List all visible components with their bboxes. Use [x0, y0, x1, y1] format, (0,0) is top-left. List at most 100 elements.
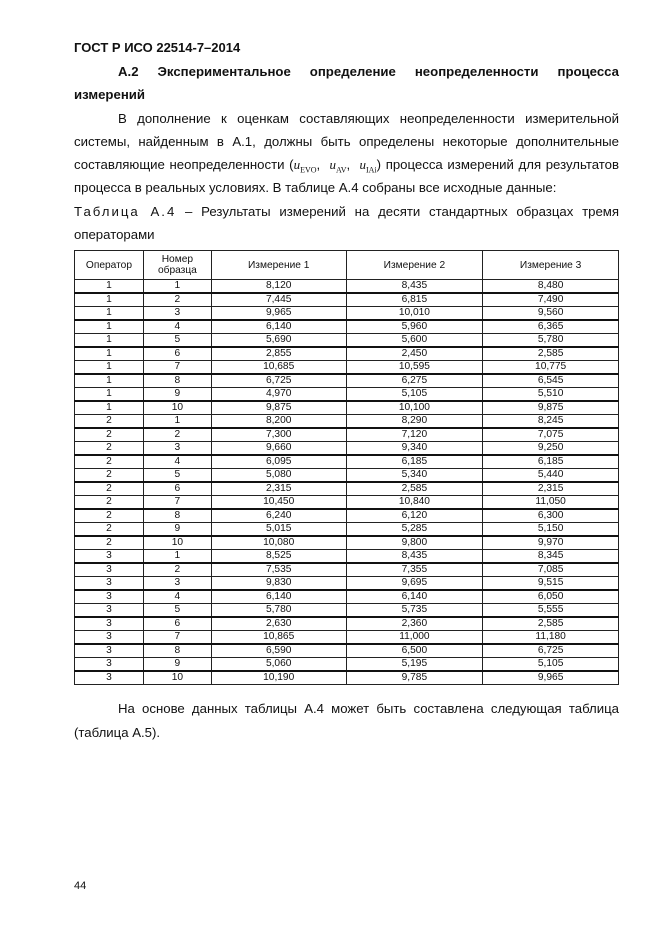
- table-row: 2 3 9,660 9,340 9,250: [74, 441, 619, 457]
- table-cell: 2: [142, 562, 212, 578]
- table-cell: 7,120: [345, 427, 484, 443]
- table-cell: 1: [74, 279, 144, 295]
- table-cell: 1: [74, 360, 144, 376]
- table-cell: 3: [142, 441, 212, 457]
- table-cell: 2: [74, 535, 144, 551]
- table-cell: 11,000: [345, 630, 484, 646]
- table-cell: 6,500: [345, 643, 484, 659]
- table-cell: 1: [142, 549, 212, 565]
- paragraph-conclusion: На основе данных таблицы А.4 может быть …: [74, 701, 619, 740]
- table-cell: 3: [74, 643, 144, 659]
- table-row: 2 6 2,315 2,585 2,315: [74, 481, 619, 497]
- paragraph-intro: В дополнение к оценкам составляющих неоп…: [74, 110, 620, 196]
- table-cell: 5,780: [482, 333, 619, 349]
- table-cell: 9: [142, 387, 212, 403]
- table-cell: 1: [142, 414, 212, 430]
- table-cell: 5,285: [345, 522, 484, 538]
- table-cell: 2: [74, 508, 144, 524]
- table-cell: 2,360: [345, 616, 484, 632]
- table-cell: 6,725: [210, 373, 347, 389]
- table-cell: 7,075: [482, 427, 619, 443]
- table-cell: 4: [142, 589, 212, 605]
- table-cell: 7: [142, 360, 212, 376]
- table-row: 3 6 2,630 2,360 2,585: [74, 616, 619, 632]
- table-cell: 6,120: [345, 508, 484, 524]
- table-cell: 6,365: [482, 319, 619, 335]
- table-cell: 8,245: [482, 414, 619, 430]
- table-cell: 8: [142, 508, 212, 524]
- table-cell: 1: [74, 333, 144, 349]
- table-cell: 9,340: [345, 441, 484, 457]
- table-cell: 3: [74, 549, 144, 565]
- table-cell: 8,345: [482, 549, 619, 565]
- table-cell: 2,585: [345, 481, 484, 497]
- table-cell: 5,195: [345, 657, 484, 673]
- u-evo: uEVO: [293, 157, 317, 175]
- table-cell: 8,200: [210, 414, 347, 430]
- table-cell: 2: [142, 292, 212, 308]
- table-cell: 9,965: [210, 306, 347, 322]
- table-cell: 9,875: [210, 400, 347, 416]
- table-row: 1 3 9,965 10,010 9,560: [74, 306, 619, 322]
- table-cell: 3: [142, 576, 212, 592]
- table-cell: 6,815: [345, 292, 484, 308]
- section-heading-line1: А.2 Экспериментальное определение неопре…: [74, 60, 619, 83]
- table-row: 2 5 5,080 5,340 5,440: [74, 468, 619, 484]
- u-av: uAV: [329, 157, 347, 175]
- table-cell: 5: [142, 603, 212, 619]
- table-cell: 2,630: [210, 616, 347, 632]
- table-cell: 9,560: [482, 306, 619, 322]
- table-cell: 8,290: [345, 414, 484, 430]
- table-header-row: Оператор Номер образца Измерение 1 Измер…: [74, 250, 619, 281]
- u-iai: uIAi: [359, 157, 377, 175]
- section-number: А.2: [118, 64, 139, 79]
- table-cell: 2: [74, 454, 144, 470]
- table-cell: 2: [74, 522, 144, 538]
- table-cell: 9,785: [345, 670, 484, 686]
- table-row: 3 4 6,140 6,140 6,050: [74, 589, 619, 605]
- table-cell: 2: [74, 481, 144, 497]
- table-cell: 5,080: [210, 468, 347, 484]
- table-cell: 11,050: [482, 495, 619, 511]
- table-cell: 7,445: [210, 292, 347, 308]
- table-row: 2 8 6,240 6,120 6,300: [74, 508, 619, 524]
- table-cell: 7,535: [210, 562, 347, 578]
- table-cell: 10: [142, 535, 212, 551]
- table-cell: 10,190: [210, 670, 347, 686]
- table-row: 1 6 2,855 2,450 2,585: [74, 346, 619, 362]
- table-row: 2 2 7,300 7,120 7,075: [74, 427, 619, 443]
- table-cell: 3: [74, 576, 144, 592]
- table-row: 1 1 8,120 8,435 8,480: [74, 279, 619, 295]
- table-cell: 5,960: [345, 319, 484, 335]
- table-cell: 8,120: [210, 279, 347, 295]
- table-cell: 7: [142, 630, 212, 646]
- table-row: 3 7 10,865 11,000 11,180: [74, 630, 619, 646]
- table-cell: 6,095: [210, 454, 347, 470]
- table-cell: 9,965: [482, 670, 619, 686]
- table-cell: 8: [142, 643, 212, 659]
- table-cell: 7,355: [345, 562, 484, 578]
- table-cell: 7,085: [482, 562, 619, 578]
- table-cell: 6,240: [210, 508, 347, 524]
- table-cell: 3: [142, 306, 212, 322]
- table-cell: 6,185: [345, 454, 484, 470]
- table-cell: 8: [142, 373, 212, 389]
- table-cell: 6: [142, 346, 212, 362]
- table-row: 1 4 6,140 5,960 6,365: [74, 319, 619, 335]
- table-cell: 2,585: [482, 346, 619, 362]
- table-cell: 10,685: [210, 360, 347, 376]
- page-content: ГОСТ Р ИСО 22514-7–2014 А.2 Эксперимента…: [74, 38, 619, 744]
- table-cell: 2,450: [345, 346, 484, 362]
- table-cell: 5,015: [210, 522, 347, 538]
- table-cell: 2: [74, 468, 144, 484]
- table-cell: 4,970: [210, 387, 347, 403]
- table-cell: 6,140: [210, 319, 347, 335]
- table-cell: 3: [74, 562, 144, 578]
- table-cell: 11,180: [482, 630, 619, 646]
- table-cell: 3: [74, 589, 144, 605]
- table-cell: 1: [74, 319, 144, 335]
- table-row: 3 1 8,525 8,435 8,345: [74, 549, 619, 565]
- table-row: 1 8 6,725 6,275 6,545: [74, 373, 619, 389]
- table-cell: 1: [74, 400, 144, 416]
- table-cell: 6: [142, 616, 212, 632]
